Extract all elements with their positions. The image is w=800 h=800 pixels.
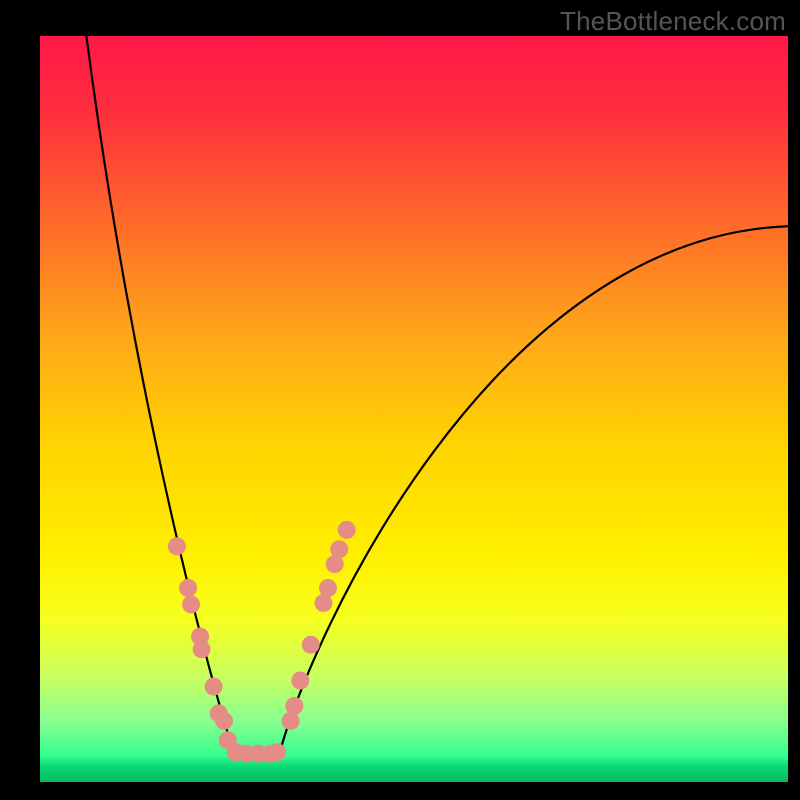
data-point xyxy=(291,672,309,690)
data-point xyxy=(179,579,197,597)
chart-stage: TheBottleneck.com xyxy=(0,0,800,800)
data-point xyxy=(338,521,356,539)
watermark-text: TheBottleneck.com xyxy=(560,6,786,37)
data-point xyxy=(193,640,211,658)
data-point xyxy=(319,579,337,597)
data-point xyxy=(302,636,320,654)
data-point xyxy=(330,540,348,558)
data-point xyxy=(285,697,303,715)
data-point xyxy=(205,678,223,696)
chart-plot-area xyxy=(40,36,788,782)
data-point xyxy=(215,712,233,730)
data-point xyxy=(182,595,200,613)
data-point xyxy=(168,537,186,555)
bottleneck-chart-svg xyxy=(0,0,800,800)
data-point xyxy=(268,743,286,761)
